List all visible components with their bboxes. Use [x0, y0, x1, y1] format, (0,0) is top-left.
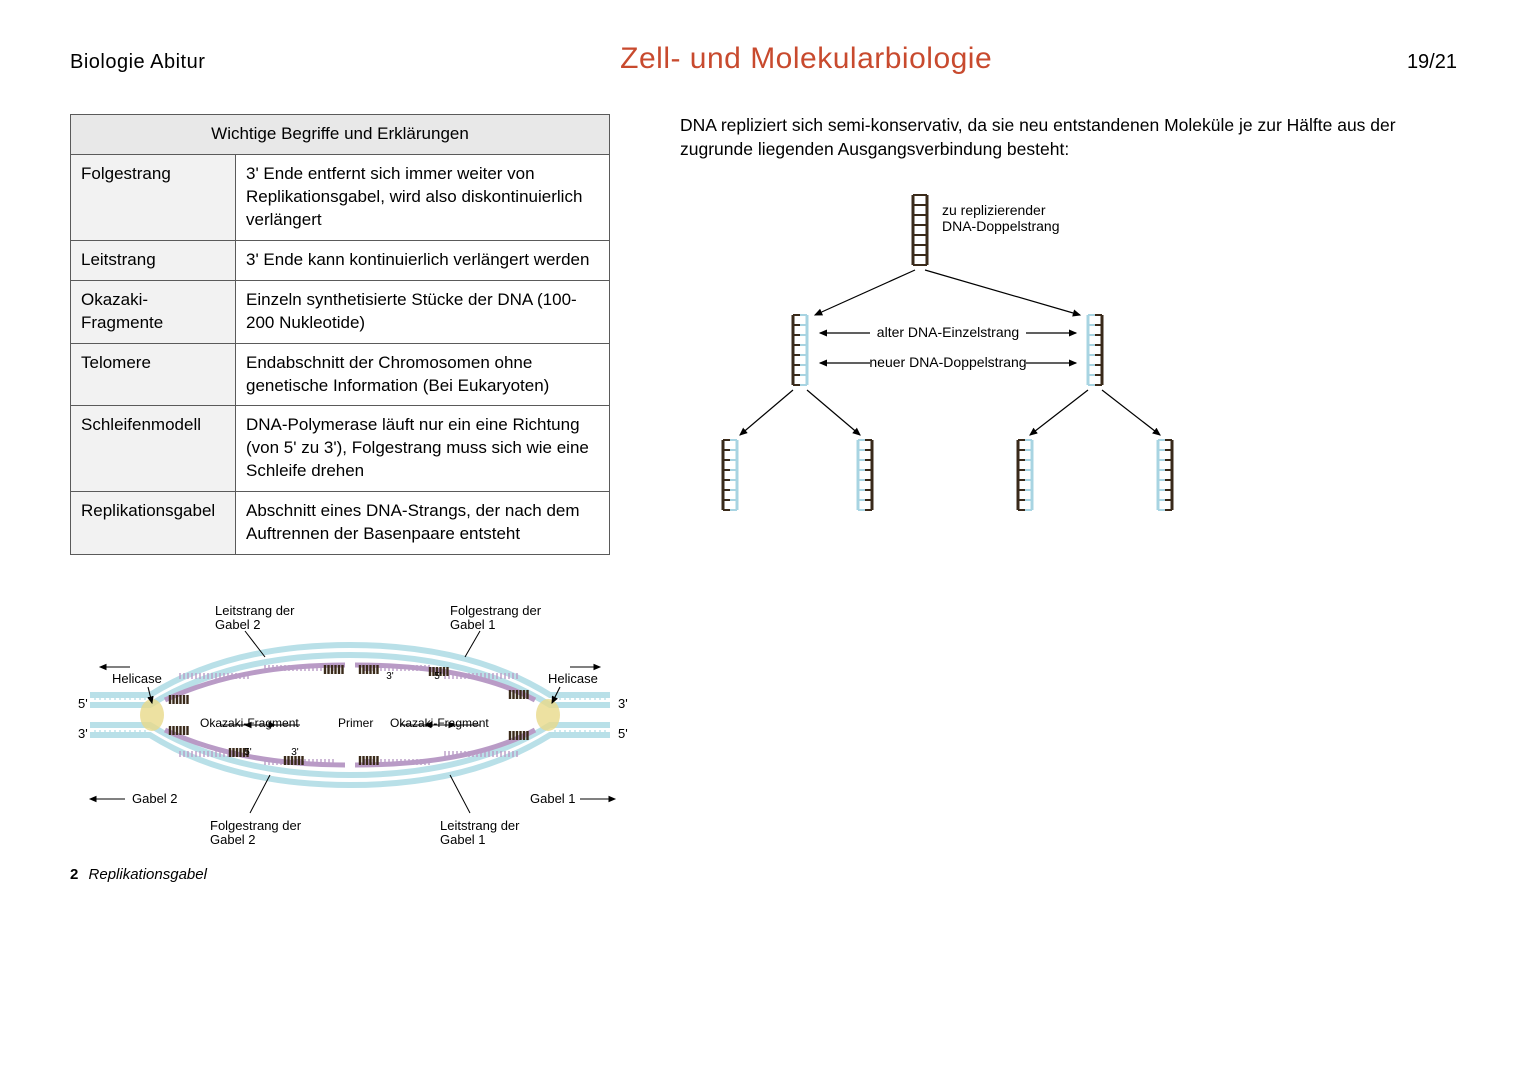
svg-text:5': 5' [78, 696, 88, 711]
svg-text:Gabel 2: Gabel 2 [210, 832, 256, 847]
table-title: Wichtige Begriffe und Erklärungen [71, 115, 610, 155]
svg-text:Gabel 2: Gabel 2 [132, 791, 178, 806]
course-label: Biologie Abitur [70, 51, 205, 74]
svg-text:Gabel 1: Gabel 1 [440, 832, 486, 847]
svg-text:Gabel 1: Gabel 1 [530, 791, 576, 806]
page-header: Biologie Abitur Zell- und Molekularbiolo… [70, 42, 1457, 76]
table-row: Okazaki-Fragmente Einzeln synthetisierte… [71, 280, 610, 343]
svg-text:Helicase: Helicase [548, 671, 598, 686]
svg-text:5': 5' [244, 747, 252, 758]
term-cell: Schleifenmodell [71, 406, 236, 492]
def-cell: 3' Ende entfernt sich immer weiter von R… [236, 154, 610, 240]
page-title: Zell- und Molekularbiologie [620, 42, 992, 76]
caption-text: Replikationsgabel [89, 866, 207, 883]
term-cell: Leitstrang [71, 240, 236, 280]
svg-text:zu replizierender: zu replizierender [942, 202, 1046, 218]
replication-fork-svg: 5' 3' 3' 5' 5' 3' 3' 5' Helicase Helicase Gabel 2 G… [70, 595, 630, 855]
left-column: Wichtige Begriffe und Erklärungen Folges… [70, 114, 610, 883]
table-row: Leitstrang 3' Ende kann kontinuierlich v… [71, 240, 610, 280]
caption-number: 2 [70, 866, 78, 883]
def-cell: Einzeln synthetisierte Stücke der DNA (1… [236, 280, 610, 343]
svg-text:Gabel 2: Gabel 2 [215, 617, 261, 632]
svg-text:Folgestrang der: Folgestrang der [210, 818, 302, 833]
semi-conservative-text: DNA repliziert sich semi-konservativ, da… [670, 114, 1457, 161]
table-row: Replikationsgabel Abschnitt eines DNA-St… [71, 492, 610, 555]
term-cell: Telomere [71, 343, 236, 406]
svg-text:5': 5' [618, 726, 628, 741]
svg-text:Folgestrang der: Folgestrang der [450, 603, 542, 618]
replication-fork-figure: 5' 3' 3' 5' 5' 3' 3' 5' Helicase Helicase Gabel 2 G… [70, 595, 630, 883]
svg-text:Leitstrang der: Leitstrang der [440, 818, 520, 833]
term-cell: Replikationsgabel [71, 492, 236, 555]
content-area: Wichtige Begriffe und Erklärungen Folges… [70, 114, 1457, 883]
semi-conservative-diagram: zu replizierenderDNA-Doppelstrang alter D… [670, 185, 1290, 545]
svg-text:Leitstrang der: Leitstrang der [215, 603, 295, 618]
def-cell: 3' Ende kann kontinuierlich verlängert w… [236, 240, 610, 280]
svg-text:3': 3' [78, 726, 88, 741]
term-cell: Folgestrang [71, 154, 236, 240]
svg-text:Okazaki-Fragment: Okazaki-Fragment [200, 716, 299, 730]
svg-text:Primer: Primer [338, 716, 373, 730]
page-number: 19/21 [1407, 51, 1457, 74]
svg-text:DNA-Doppelstrang: DNA-Doppelstrang [942, 218, 1060, 234]
table-row: Telomere Endabschnitt der Chromosomen oh… [71, 343, 610, 406]
def-cell: Endabschnitt der Chromosomen ohne geneti… [236, 343, 610, 406]
svg-text:alter DNA-Einzelstrang: alter DNA-Einzelstrang [877, 324, 1019, 340]
table-row: Schleifenmodell DNA-Polymerase läuft nur… [71, 406, 610, 492]
svg-text:Gabel 1: Gabel 1 [450, 617, 496, 632]
svg-text:Okazaki-Fragment: Okazaki-Fragment [390, 716, 489, 730]
table-row: Folgestrang 3' Ende entfernt sich immer … [71, 154, 610, 240]
figure-caption: 2 Replikationsgabel [70, 866, 630, 883]
svg-text:3': 3' [291, 747, 299, 758]
svg-text:3': 3' [618, 696, 628, 711]
def-cell: DNA-Polymerase läuft nur ein eine Richtu… [236, 406, 610, 492]
svg-text:5': 5' [434, 671, 442, 682]
svg-text:neuer DNA-Doppelstrang: neuer DNA-Doppelstrang [869, 354, 1026, 370]
right-column: DNA repliziert sich semi-konservativ, da… [670, 114, 1457, 883]
def-cell: Abschnitt eines DNA-Strangs, der nach de… [236, 492, 610, 555]
term-cell: Okazaki-Fragmente [71, 280, 236, 343]
svg-text:Helicase: Helicase [112, 671, 162, 686]
svg-text:3': 3' [386, 671, 394, 682]
terms-table: Wichtige Begriffe und Erklärungen Folges… [70, 114, 610, 555]
